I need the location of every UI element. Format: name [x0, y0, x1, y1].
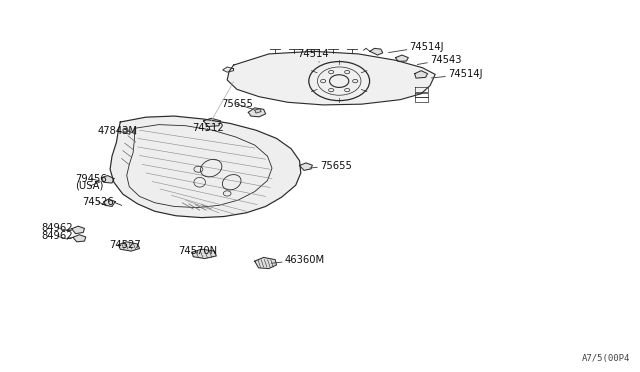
Polygon shape	[255, 257, 276, 269]
Polygon shape	[73, 235, 86, 242]
Text: 47843M: 47843M	[97, 126, 138, 136]
Text: 74512: 74512	[192, 124, 224, 133]
Text: 74514J: 74514J	[431, 70, 483, 79]
Text: 74543: 74543	[417, 55, 461, 64]
Text: 84962: 84962	[42, 231, 73, 241]
Text: 74570N: 74570N	[178, 246, 217, 256]
Text: A7/5(00P4: A7/5(00P4	[582, 354, 630, 363]
Polygon shape	[396, 55, 408, 61]
Text: 79456: 79456	[76, 174, 108, 183]
Text: 75655: 75655	[221, 99, 253, 109]
Polygon shape	[223, 67, 234, 72]
Polygon shape	[415, 71, 428, 78]
Polygon shape	[110, 116, 301, 218]
Text: 75655: 75655	[310, 161, 352, 170]
Polygon shape	[255, 109, 261, 113]
Text: (USA): (USA)	[76, 181, 104, 191]
Polygon shape	[227, 51, 435, 105]
Polygon shape	[204, 118, 221, 126]
Text: 84962: 84962	[42, 223, 73, 232]
Polygon shape	[101, 176, 114, 183]
Text: 74514J: 74514J	[388, 42, 444, 52]
Text: 74514: 74514	[298, 49, 329, 62]
Polygon shape	[370, 48, 383, 55]
Polygon shape	[300, 163, 312, 170]
Polygon shape	[118, 242, 140, 251]
Text: 46360M: 46360M	[271, 255, 325, 264]
Polygon shape	[248, 108, 266, 117]
Text: 74526: 74526	[82, 197, 114, 206]
Polygon shape	[104, 199, 115, 206]
Text: 74527: 74527	[109, 240, 141, 250]
Polygon shape	[72, 226, 84, 234]
Polygon shape	[192, 249, 216, 259]
